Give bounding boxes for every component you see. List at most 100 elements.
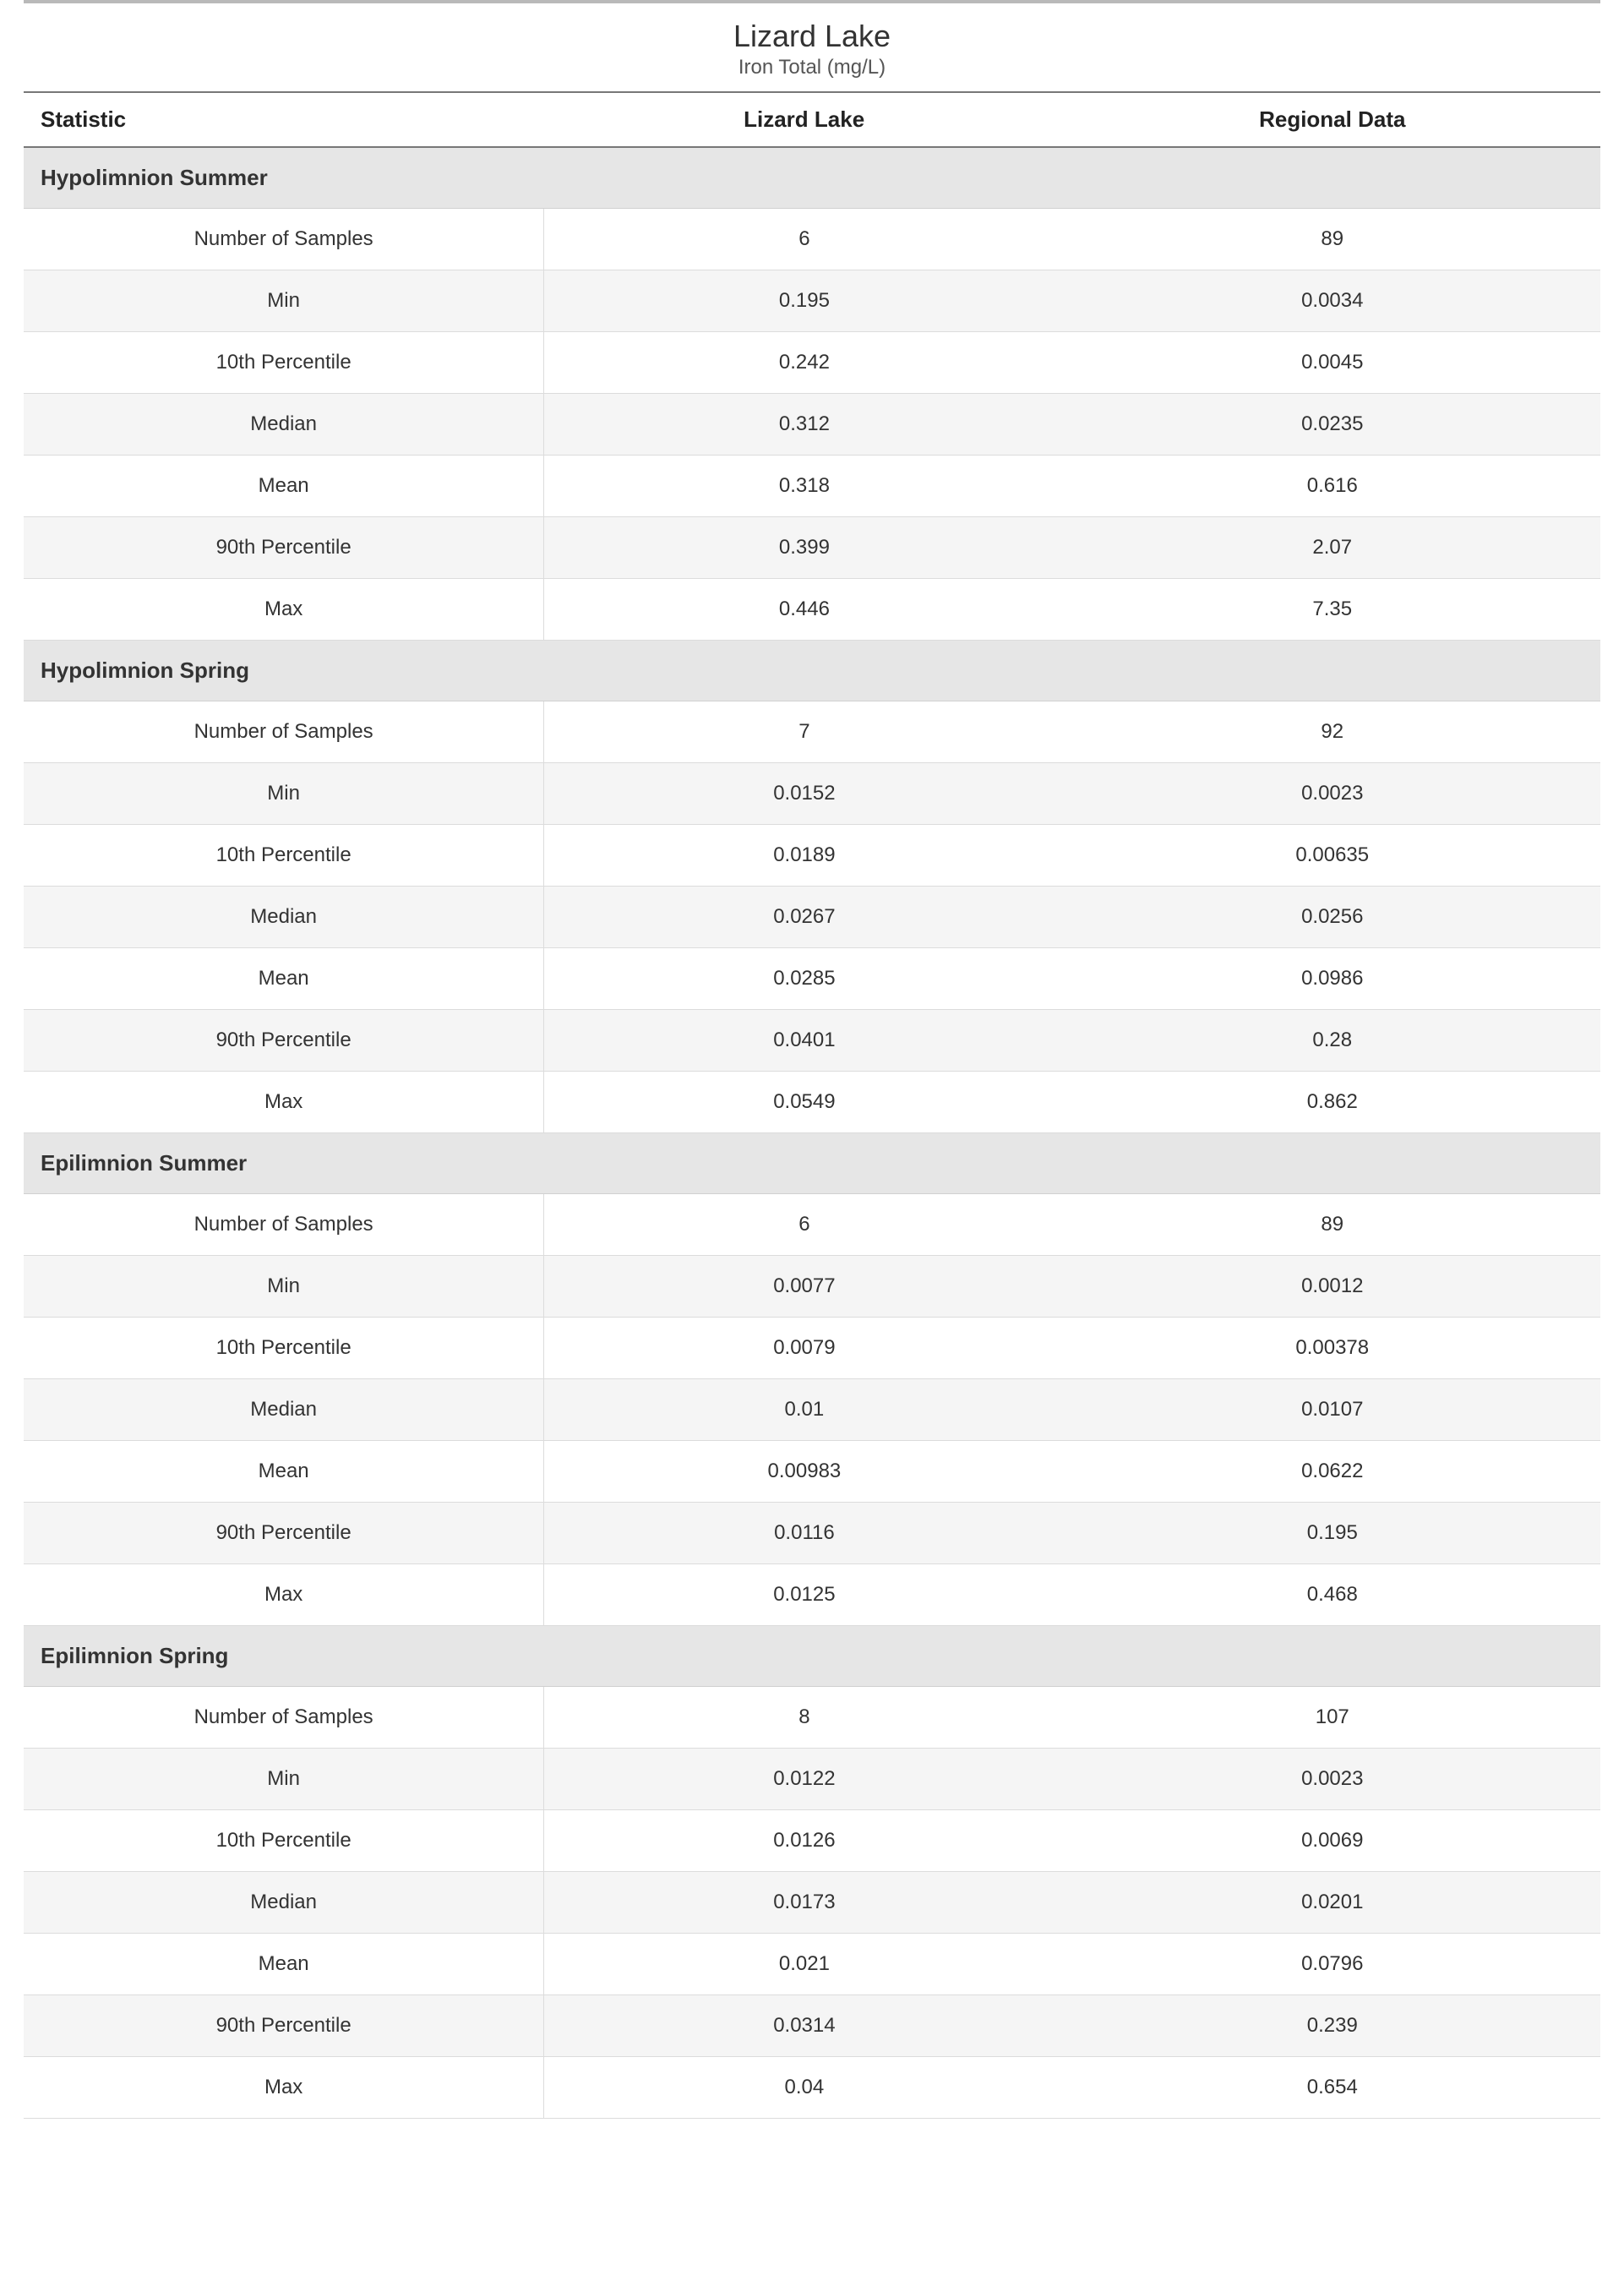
value-col1: 0.021 (544, 1934, 1065, 1995)
table-row: 90th Percentile0.04010.28 (24, 1010, 1600, 1072)
table-row: 10th Percentile0.2420.0045 (24, 332, 1600, 394)
value-col2: 0.0622 (1065, 1441, 1600, 1503)
value-col2: 2.07 (1065, 517, 1600, 579)
value-col1: 0.0116 (544, 1503, 1065, 1564)
value-col1: 0.318 (544, 456, 1065, 517)
value-col2: 0.0235 (1065, 394, 1600, 456)
value-col2: 0.468 (1065, 1564, 1600, 1626)
table-row: Min0.00770.0012 (24, 1256, 1600, 1318)
table-row: Min0.01220.0023 (24, 1749, 1600, 1810)
table-row: Mean0.3180.616 (24, 456, 1600, 517)
stat-label: Number of Samples (24, 209, 544, 270)
table-row: Number of Samples792 (24, 701, 1600, 763)
table-row: Mean0.0210.0796 (24, 1934, 1600, 1995)
table-row: 10th Percentile0.00790.00378 (24, 1318, 1600, 1379)
section-title: Hypolimnion Summer (24, 147, 1600, 209)
table-row: Number of Samples689 (24, 1194, 1600, 1256)
value-col1: 0.312 (544, 394, 1065, 456)
value-col2: 0.0045 (1065, 332, 1600, 394)
value-col1: 0.00983 (544, 1441, 1065, 1503)
table-row: 90th Percentile0.01160.195 (24, 1503, 1600, 1564)
stat-label: Min (24, 763, 544, 825)
stat-label: Min (24, 1256, 544, 1318)
stat-label: Mean (24, 456, 544, 517)
value-col2: 89 (1065, 1194, 1600, 1256)
value-col2: 0.0069 (1065, 1810, 1600, 1872)
value-col2: 0.239 (1065, 1995, 1600, 2057)
value-col1: 0.0079 (544, 1318, 1065, 1379)
value-col2: 0.00378 (1065, 1318, 1600, 1379)
top-rule (24, 0, 1600, 3)
stat-label: Number of Samples (24, 1687, 544, 1749)
value-col1: 0.0173 (544, 1872, 1065, 1934)
value-col1: 6 (544, 209, 1065, 270)
section-title: Epilimnion Summer (24, 1133, 1600, 1194)
value-col2: 0.0107 (1065, 1379, 1600, 1441)
stat-label: Mean (24, 1441, 544, 1503)
value-col2: 0.0012 (1065, 1256, 1600, 1318)
value-col2: 0.654 (1065, 2057, 1600, 2119)
value-col1: 0.195 (544, 270, 1065, 332)
stat-label: Max (24, 2057, 544, 2119)
table-row: Max0.040.654 (24, 2057, 1600, 2119)
stat-label: Number of Samples (24, 1194, 544, 1256)
value-col2: 0.28 (1065, 1010, 1600, 1072)
header-col1: Lizard Lake (544, 92, 1065, 147)
value-col1: 0.0549 (544, 1072, 1065, 1133)
value-col2: 0.0034 (1065, 270, 1600, 332)
table-row: Max0.4467.35 (24, 579, 1600, 641)
stat-label: Min (24, 1749, 544, 1810)
value-col2: 0.0023 (1065, 1749, 1600, 1810)
value-col1: 0.0077 (544, 1256, 1065, 1318)
table-row: 90th Percentile0.3992.07 (24, 517, 1600, 579)
table-row: Median0.01730.0201 (24, 1872, 1600, 1934)
table-row: 10th Percentile0.01890.00635 (24, 825, 1600, 887)
stat-label: 10th Percentile (24, 1318, 544, 1379)
stat-label: Number of Samples (24, 701, 544, 763)
table-row: Max0.05490.862 (24, 1072, 1600, 1133)
value-col1: 0.04 (544, 2057, 1065, 2119)
stat-label: Max (24, 1072, 544, 1133)
value-col2: 0.616 (1065, 456, 1600, 517)
value-col1: 8 (544, 1687, 1065, 1749)
stat-label: Mean (24, 1934, 544, 1995)
stats-table: Statistic Lizard Lake Regional Data Hypo… (24, 91, 1600, 2119)
stat-label: 90th Percentile (24, 517, 544, 579)
table-row: 10th Percentile0.01260.0069 (24, 1810, 1600, 1872)
table-row: Number of Samples8107 (24, 1687, 1600, 1749)
value-col1: 0.0125 (544, 1564, 1065, 1626)
stat-label: Median (24, 1379, 544, 1441)
value-col1: 0.446 (544, 579, 1065, 641)
report-page: Lizard Lake Iron Total (mg/L) Statistic … (0, 0, 1624, 2153)
value-col2: 89 (1065, 209, 1600, 270)
section-title: Hypolimnion Spring (24, 641, 1600, 701)
value-col1: 0.01 (544, 1379, 1065, 1441)
value-col2: 7.35 (1065, 579, 1600, 641)
stat-label: 10th Percentile (24, 825, 544, 887)
stat-label: Min (24, 270, 544, 332)
stat-label: Median (24, 394, 544, 456)
stat-label: Max (24, 1564, 544, 1626)
value-col1: 6 (544, 1194, 1065, 1256)
table-row: Number of Samples689 (24, 209, 1600, 270)
section-header: Epilimnion Summer (24, 1133, 1600, 1194)
table-row: 90th Percentile0.03140.239 (24, 1995, 1600, 2057)
section-title: Epilimnion Spring (24, 1626, 1600, 1687)
value-col1: 0.0285 (544, 948, 1065, 1010)
table-row: Min0.01520.0023 (24, 763, 1600, 825)
value-col1: 0.0122 (544, 1749, 1065, 1810)
section-header: Epilimnion Spring (24, 1626, 1600, 1687)
header-statistic: Statistic (24, 92, 544, 147)
value-col2: 0.0256 (1065, 887, 1600, 948)
value-col1: 0.0314 (544, 1995, 1065, 2057)
value-col2: 0.195 (1065, 1503, 1600, 1564)
value-col1: 0.0152 (544, 763, 1065, 825)
table-row: Mean0.02850.0986 (24, 948, 1600, 1010)
page-title: Lizard Lake (24, 19, 1600, 54)
table-row: Median0.3120.0235 (24, 394, 1600, 456)
stat-label: Max (24, 579, 544, 641)
stat-label: 90th Percentile (24, 1010, 544, 1072)
value-col2: 0.862 (1065, 1072, 1600, 1133)
table-row: Mean0.009830.0622 (24, 1441, 1600, 1503)
value-col2: 0.00635 (1065, 825, 1600, 887)
